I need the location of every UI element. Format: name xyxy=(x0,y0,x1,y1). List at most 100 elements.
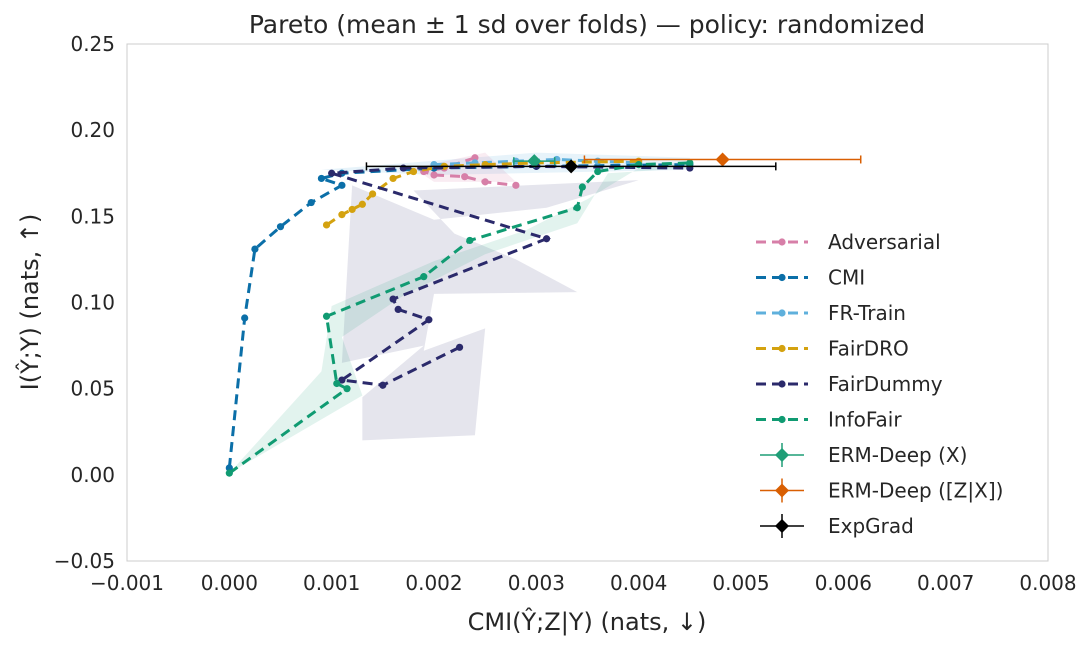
point-infofair-1 xyxy=(343,385,351,393)
x-axis-label: CMI(Ŷ;Z|Y) (nats, ↓) xyxy=(468,606,707,636)
legend-label-expgrad: ExpGrad xyxy=(828,514,914,538)
x-tick-label: 0.004 xyxy=(610,571,667,595)
y-tick-label: 0.10 xyxy=(70,291,115,315)
legend-item-cmi: CMI xyxy=(756,266,865,290)
point-infofair-10 xyxy=(686,159,694,167)
point-adversarial-5 xyxy=(481,178,489,186)
legend-label-cmi: CMI xyxy=(828,266,865,290)
point-fairdummy-0 xyxy=(455,343,464,351)
point-cmi-5 xyxy=(338,181,346,189)
point-fairdummy-5 xyxy=(389,295,397,303)
legend-item-erm-deep-x: ERM-Deep (X) xyxy=(760,443,967,467)
point-adversarial-4 xyxy=(461,173,469,181)
legend-marker-expgrad xyxy=(775,519,789,533)
y-tick-label: 0.15 xyxy=(70,204,115,228)
x-tick-label: 0.001 xyxy=(303,571,360,595)
series-infofair xyxy=(225,159,694,477)
point-infofair-8 xyxy=(594,167,602,176)
point-fairdro-1 xyxy=(338,211,346,219)
errorbar-points xyxy=(365,152,862,174)
series-lines xyxy=(225,154,694,477)
point-infofair-6 xyxy=(573,204,581,212)
y-tick-label: 0.05 xyxy=(70,377,115,401)
legend-marker-cmi xyxy=(778,273,786,282)
legend-marker-erm-deep-x xyxy=(775,448,789,462)
point-adversarial-3 xyxy=(430,171,438,179)
y-tick-label: 0.25 xyxy=(70,32,115,56)
point-fairdummy-7 xyxy=(328,169,336,177)
point-cmi-2 xyxy=(251,245,259,253)
x-axis-ticks: −0.001 0.000 0.001 0.002 0.003 0.004 0.005 0.00… xyxy=(90,571,1077,595)
band-fairdummy xyxy=(341,180,639,441)
point-infofair-9 xyxy=(635,161,643,169)
point-fairdro-2 xyxy=(348,205,356,214)
errorbar-expgrad xyxy=(365,159,777,174)
legend-marker-fairdro xyxy=(778,344,786,353)
errorbar-erm-deep-z-x xyxy=(583,152,862,167)
diamond-erm-deep-z-x xyxy=(715,152,730,167)
legend-label-adversarial: Adversarial xyxy=(828,230,941,254)
legend: Adversarial CMI FR-Train FairDRO FairDummy In… xyxy=(756,230,1003,538)
point-fairdro-0 xyxy=(322,221,331,229)
legend-item-erm-deep-z-x: ERM-Deep ([Z|X]) xyxy=(760,478,1003,503)
point-infofair-7 xyxy=(578,183,586,191)
y-tick-label: −0.05 xyxy=(54,549,115,573)
legend-label-infofair: InfoFair xyxy=(828,408,902,432)
legend-item-expgrad: ExpGrad xyxy=(760,514,914,538)
point-infofair-3 xyxy=(322,312,331,320)
point-fairdummy-2 xyxy=(338,376,346,384)
chart-title: Pareto (mean ± 1 sd over folds) — policy… xyxy=(249,10,925,39)
y-tick-label: 0.00 xyxy=(70,463,115,487)
point-fairdro-3 xyxy=(358,200,366,208)
point-fairdummy-3 xyxy=(425,316,433,324)
x-tick-label: 0.006 xyxy=(815,571,872,595)
point-fairdummy-4 xyxy=(394,305,402,313)
legend-item-fairdummy: FairDummy xyxy=(756,372,943,396)
x-tick-label: 0.003 xyxy=(508,571,565,595)
point-fairdro-4 xyxy=(369,190,377,198)
y-axis-ticks: −0.05 0.00 0.05 0.10 0.15 0.20 0.25 xyxy=(54,32,115,573)
point-adversarial-6 xyxy=(512,181,520,189)
errorbar-erm-deep-x xyxy=(513,154,556,169)
legend-label-fr-train: FR-Train xyxy=(828,301,906,325)
x-tick-label: 0.002 xyxy=(405,571,462,595)
point-infofair-5 xyxy=(466,236,474,245)
point-adversarial-0 xyxy=(471,154,479,162)
point-cmi-0 xyxy=(225,464,233,472)
point-fairdummy-8 xyxy=(399,164,407,172)
legend-marker-adversarial xyxy=(778,238,786,246)
point-infofair-0 xyxy=(225,469,233,477)
legend-marker-erm-deep-z-x xyxy=(775,483,789,498)
plot-area xyxy=(126,43,1049,562)
x-tick-label: 0.007 xyxy=(917,571,974,595)
diamond-expgrad xyxy=(564,159,579,174)
x-tick-label: 0.005 xyxy=(712,571,769,595)
band-infofair xyxy=(229,161,690,474)
legend-item-fairdro: FairDRO xyxy=(756,337,909,361)
point-infofair-2 xyxy=(333,379,341,388)
point-fairdro-5 xyxy=(389,174,397,183)
point-cmi-6 xyxy=(317,174,326,183)
legend-item-infofair: InfoFair xyxy=(756,408,902,432)
legend-marker-fr-train xyxy=(778,309,786,317)
legend-marker-fairdummy xyxy=(778,380,786,388)
legend-label-fairdummy: FairDummy xyxy=(828,372,943,396)
legend-item-fr-train: FR-Train xyxy=(756,301,906,325)
point-cmi-3 xyxy=(276,223,285,231)
point-cmi-1 xyxy=(241,314,249,322)
legend-label-erm-deep-x: ERM-Deep (X) xyxy=(828,443,967,467)
point-cmi-4 xyxy=(307,198,315,207)
point-infofair-4 xyxy=(420,273,428,281)
legend-item-adversarial: Adversarial xyxy=(756,230,941,254)
legend-marker-infofair xyxy=(778,415,786,424)
point-fairdummy-6 xyxy=(542,235,551,243)
x-tick-label: 0.008 xyxy=(1019,571,1076,595)
y-axis-label: I(Ŷ;Y) (nats, ↑) xyxy=(14,214,44,391)
point-fairdummy-1 xyxy=(379,381,387,389)
x-tick-label: −0.001 xyxy=(90,571,164,595)
x-tick-label: 0.000 xyxy=(201,571,258,595)
diamond-erm-deep-x xyxy=(527,154,542,169)
legend-label-fairdro: FairDRO xyxy=(828,337,909,361)
y-tick-label: 0.20 xyxy=(70,118,115,142)
